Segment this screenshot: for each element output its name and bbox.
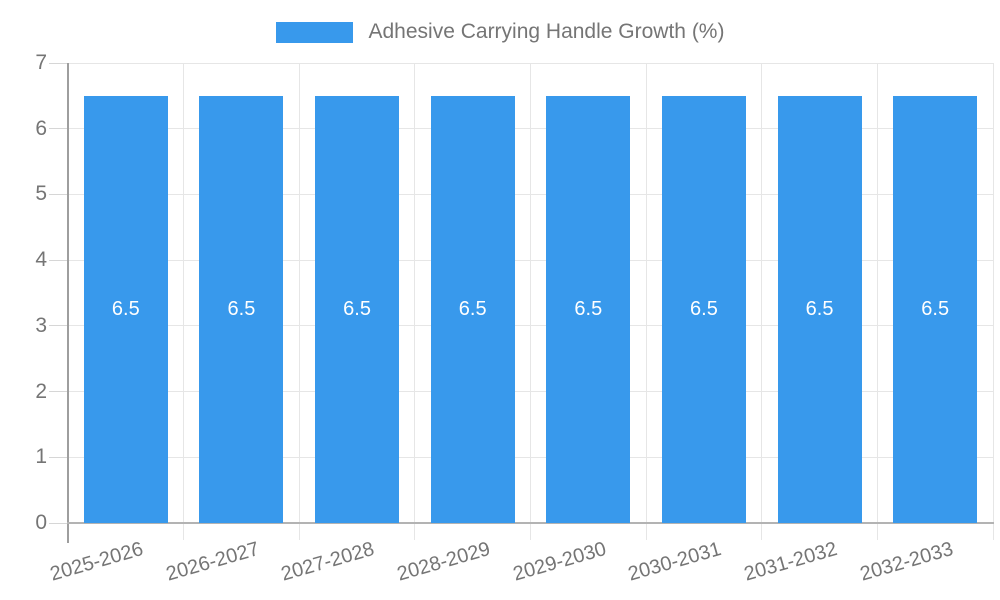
x-axis-tick-label: 2029-2030 <box>510 538 609 586</box>
y-axis-tick <box>49 128 68 130</box>
bar: 6.5 <box>893 95 978 523</box>
gridline-vertical <box>298 63 300 540</box>
x-axis-tick-label: 2032-2033 <box>857 538 956 586</box>
gridline-vertical <box>876 63 878 540</box>
y-axis-tick-label: 5 <box>35 182 47 206</box>
bar-value-label: 6.5 <box>227 297 256 320</box>
bar-value-label: 6.5 <box>343 297 371 320</box>
x-axis-tick-label: 2027-2028 <box>279 538 378 586</box>
y-axis-tick <box>49 259 68 261</box>
x-axis-tick-label: 2028-2029 <box>394 538 493 586</box>
gridline-vertical <box>645 63 647 540</box>
x-axis-tick-label: 2025-2026 <box>47 538 146 586</box>
y-axis-tick-label: 2 <box>35 379 47 403</box>
bar: 6.5 <box>430 95 515 523</box>
y-axis-tick-label: 0 <box>35 511 47 534</box>
x-axis-line <box>67 522 994 524</box>
bar-value-label: 6.5 <box>805 297 834 320</box>
legend-swatch <box>275 21 353 43</box>
bar: 6.5 <box>315 95 400 523</box>
y-axis-tick-label: 6 <box>35 116 47 140</box>
y-axis-tick-label: 4 <box>35 248 47 272</box>
bar-value-label: 6.5 <box>574 297 603 320</box>
bar-value-label: 6.5 <box>921 297 950 320</box>
bar-value-label: 6.5 <box>690 297 718 320</box>
y-axis-tick-label: 7 <box>35 51 47 74</box>
y-axis-tick <box>49 325 68 327</box>
gridline-vertical <box>530 63 531 540</box>
gridline-vertical <box>992 63 994 540</box>
gridline-vertical <box>761 63 763 540</box>
bar-value-label: 6.5 <box>111 297 140 320</box>
bar: 6.5 <box>199 95 284 523</box>
gridline-vertical <box>414 63 416 540</box>
y-axis-tick-label: 1 <box>35 445 47 469</box>
bar: 6.5 <box>83 95 168 523</box>
y-axis-tick <box>49 391 68 393</box>
x-axis-tick-label: 2026-2027 <box>163 538 262 586</box>
y-axis-line <box>67 63 69 543</box>
legend-label: Adhesive Carrying Handle Growth (%) <box>368 20 725 43</box>
y-axis-tick <box>49 62 68 64</box>
legend-item[interactable]: Adhesive Carrying Handle Growth (%) <box>0 18 1000 46</box>
bar: 6.5 <box>777 95 862 523</box>
gridline-vertical <box>183 63 185 540</box>
y-axis-tick <box>49 456 68 458</box>
x-axis-tick-label: 2030-2031 <box>625 538 725 586</box>
bar: 6.5 <box>661 95 746 523</box>
bar-value-label: 6.5 <box>458 297 487 320</box>
bar: 6.5 <box>546 95 631 523</box>
y-axis-tick <box>49 522 68 524</box>
y-axis-tick-label: 3 <box>35 313 47 337</box>
y-axis-tick <box>49 193 68 195</box>
x-axis-tick-label: 2031-2032 <box>741 538 840 586</box>
